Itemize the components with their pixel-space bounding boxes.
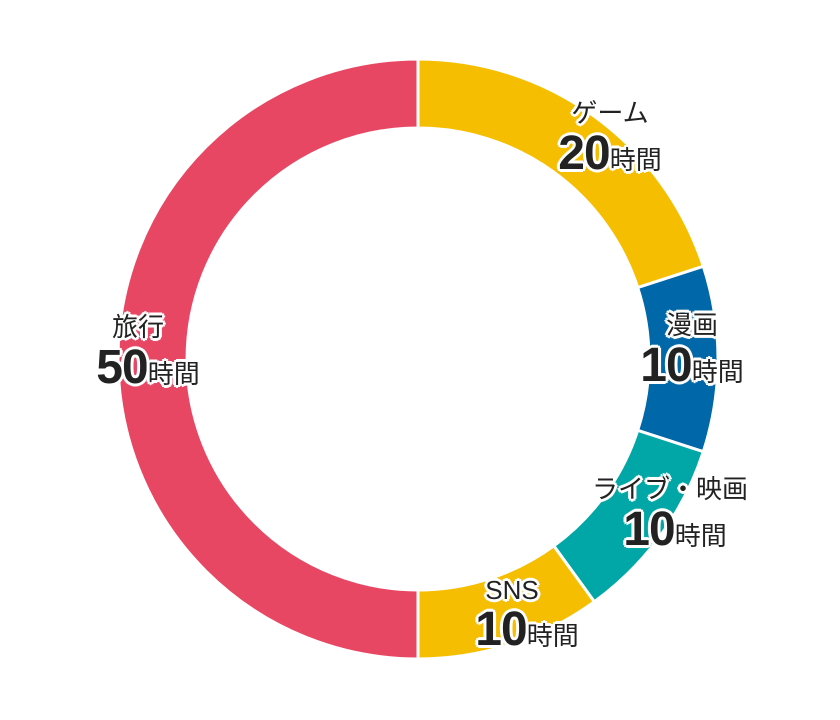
label-sns: SNS 10時間 bbox=[432, 574, 592, 664]
segment-travel bbox=[116, 57, 420, 661]
label-live-movie-value: 10 bbox=[623, 503, 675, 556]
label-manga-value: 10 bbox=[640, 339, 692, 392]
label-manga: 漫画 10時間 bbox=[612, 310, 772, 400]
label-live-movie: ライブ・映画 10時間 bbox=[565, 474, 775, 564]
label-travel: 旅行 50時間 bbox=[68, 312, 228, 402]
label-game-unit: 時間 bbox=[609, 146, 662, 176]
label-game-value: 20 bbox=[558, 127, 610, 180]
label-sns-unit: 時間 bbox=[526, 622, 579, 652]
label-manga-unit: 時間 bbox=[691, 358, 744, 388]
label-live-movie-unit: 時間 bbox=[674, 522, 727, 552]
label-live-movie-name: ライブ・映画 bbox=[591, 475, 748, 505]
label-sns-name: SNS bbox=[485, 575, 539, 605]
label-travel-unit: 時間 bbox=[147, 360, 200, 390]
label-travel-name: 旅行 bbox=[111, 313, 164, 343]
label-travel-value: 50 bbox=[96, 341, 148, 394]
label-game-name: ゲーム bbox=[571, 99, 649, 129]
label-manga-name: 漫画 bbox=[665, 311, 718, 341]
label-sns-value: 10 bbox=[475, 603, 527, 656]
label-game: ゲーム 20時間 bbox=[520, 98, 700, 188]
